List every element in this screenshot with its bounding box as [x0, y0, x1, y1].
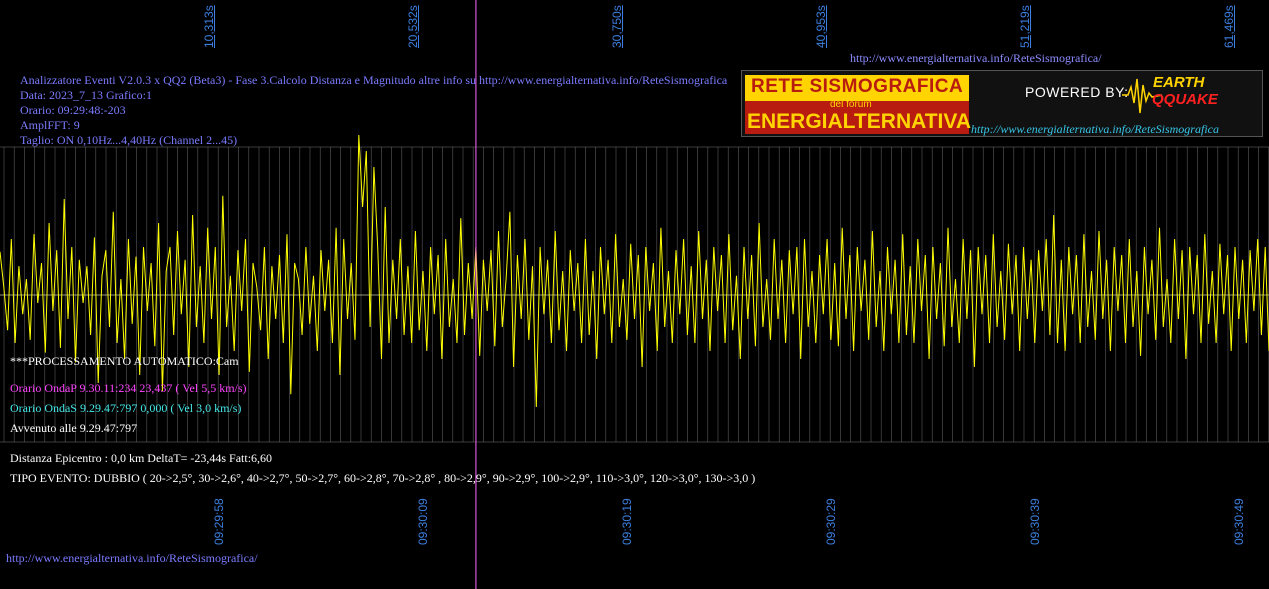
- top-tick-label: 20,532s: [406, 5, 420, 48]
- bottom-tick-label: 09:30:09: [416, 498, 430, 545]
- logo-band-red: [745, 101, 969, 134]
- header-line-filter: Taglio: ON 0,10Hz...4,40Hz (Channel 2...…: [20, 133, 238, 147]
- bottom-tick-label: 09:30:49: [1232, 498, 1246, 545]
- epicenter-distance: Distanza Epicentro : 0,0 km DeltaT= -23,…: [10, 451, 273, 465]
- horizontal-guides: [0, 146, 1269, 443]
- top-tick-label: 51,219s: [1018, 5, 1032, 48]
- onda-s-time: Orario OndaS 9.29.47:797 0,000 ( Vel 3,0…: [10, 401, 242, 415]
- logo-brand-top: EARTH: [1153, 74, 1205, 91]
- logo-line1: RETE SISMOGRAFICA: [751, 76, 964, 97]
- top-tick-label: 30,750s: [610, 5, 624, 48]
- top-tick-label: 10,313s: [202, 5, 216, 48]
- event-time: Avvenuto alle 9.29.47:797: [10, 421, 138, 435]
- header-line-time: Orario: 09:29:48:-203: [20, 103, 126, 117]
- bottom-tick-label: 09:30:19: [620, 498, 634, 545]
- logo-url[interactable]: http://www.energialternativa.info/ReteSi…: [971, 122, 1219, 136]
- logo-powered: POWERED BY:: [1025, 84, 1129, 100]
- top-tick-label: 61,469s: [1222, 5, 1236, 48]
- onda-p-time: Orario OndaP 9.30.11:234 23,437 ( Vel 5,…: [10, 381, 247, 395]
- top-link[interactable]: http://www.energialternativa.info/ReteSi…: [850, 51, 1102, 65]
- signal-trace: [0, 134, 1269, 408]
- header-line-ampl: AmplFFT: 9: [20, 118, 80, 132]
- logo-brand-bottom: QQUAKE: [1152, 91, 1218, 108]
- event-type: TIPO EVENTO: DUBBIO ( 20->2,5°, 30->2,6°…: [10, 471, 756, 485]
- bottom-link[interactable]: http://www.energialternativa.info/ReteSi…: [6, 551, 258, 565]
- logo-line3: ENERGIALTERNATIVA: [747, 110, 971, 133]
- logo-band-yellow: [745, 75, 969, 101]
- rete-sismografica-logo[interactable]: RETE SISMOGRAFICA del forum ENERGIALTERN…: [741, 70, 1263, 137]
- bottom-tick-label: 09:30:39: [1028, 498, 1042, 545]
- header-line-date: Data: 2023_7_13 Grafico:1: [20, 88, 152, 102]
- header-line-title: Analizzatore Eventi V2.0.3 x QQ2 (Beta3)…: [20, 73, 728, 87]
- top-tick-label: 40,953s: [814, 5, 828, 48]
- seismo-wave-icon: [1122, 78, 1162, 114]
- bottom-tick-label: 09:29:58: [212, 498, 226, 545]
- bottom-tick-label: 09:30:29: [824, 498, 838, 545]
- logo-line2: del forum: [830, 99, 872, 110]
- auto-processing-label: ***PROCESSAMENTO AUTOMATICO:Cam: [10, 354, 239, 368]
